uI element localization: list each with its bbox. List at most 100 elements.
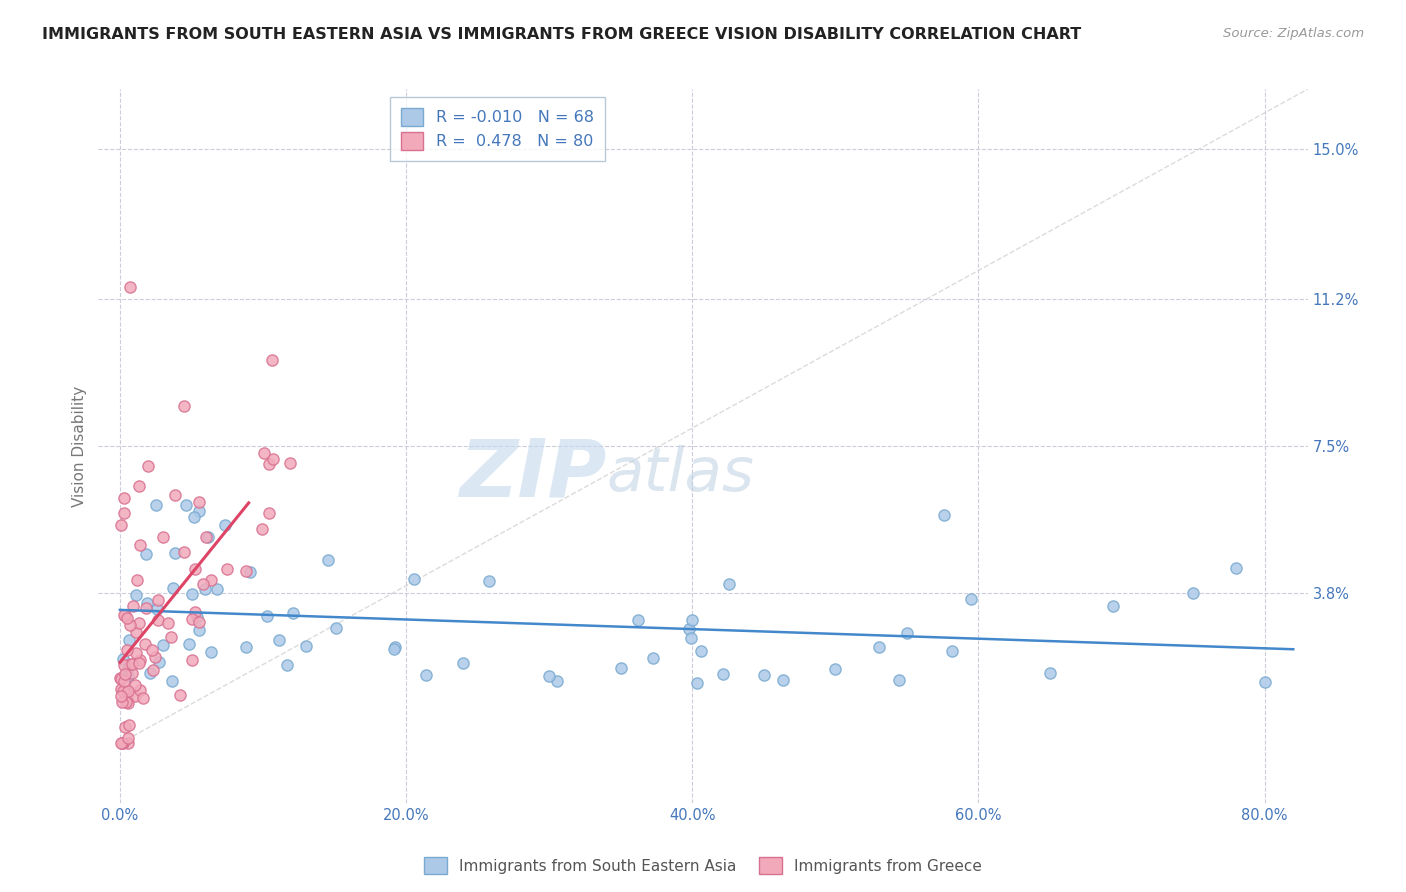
Point xyxy=(136,596,159,610)
Point xyxy=(129,653,152,667)
Point xyxy=(136,458,159,473)
Point xyxy=(609,661,631,675)
Point xyxy=(200,645,222,659)
Point xyxy=(197,530,219,544)
Point xyxy=(184,562,207,576)
Point xyxy=(711,667,734,681)
Point xyxy=(124,677,146,691)
Point xyxy=(111,684,134,698)
Point xyxy=(117,736,139,750)
Point xyxy=(118,717,141,731)
Point xyxy=(118,657,141,671)
Point xyxy=(128,615,150,630)
Point xyxy=(384,641,406,656)
Point xyxy=(717,577,740,591)
Point xyxy=(278,456,301,470)
Point xyxy=(121,657,143,672)
Point xyxy=(772,673,794,688)
Point xyxy=(173,400,195,414)
Point xyxy=(111,652,134,666)
Point xyxy=(115,695,138,709)
Point xyxy=(117,691,139,706)
Point xyxy=(1182,586,1205,600)
Point xyxy=(191,577,214,591)
Point xyxy=(689,644,711,658)
Point xyxy=(257,457,280,471)
Point xyxy=(187,615,209,630)
Point xyxy=(686,676,709,690)
Point xyxy=(163,546,186,560)
Text: IMMIGRANTS FROM SOUTH EASTERN ASIA VS IMMIGRANTS FROM GREECE VISION DISABILITY C: IMMIGRANTS FROM SOUTH EASTERN ASIA VS IM… xyxy=(42,27,1081,42)
Legend: R = -0.010   N = 68, R =  0.478   N = 80: R = -0.010 N = 68, R = 0.478 N = 80 xyxy=(389,97,605,161)
Point xyxy=(117,696,139,710)
Point xyxy=(148,613,170,627)
Point xyxy=(868,640,890,654)
Point xyxy=(295,639,318,653)
Point xyxy=(112,658,135,673)
Point xyxy=(112,607,135,622)
Point xyxy=(181,653,204,667)
Point xyxy=(478,574,501,589)
Point xyxy=(538,669,561,683)
Point xyxy=(169,688,191,702)
Point xyxy=(112,507,135,521)
Text: Source: ZipAtlas.com: Source: ZipAtlas.com xyxy=(1223,27,1364,40)
Point xyxy=(132,691,155,706)
Point xyxy=(124,689,146,703)
Point xyxy=(110,671,132,685)
Point xyxy=(260,353,283,368)
Point xyxy=(121,666,143,681)
Point xyxy=(252,522,274,536)
Point xyxy=(276,657,298,672)
Point xyxy=(118,632,141,647)
Point xyxy=(941,643,963,657)
Point xyxy=(162,581,184,595)
Point xyxy=(384,640,406,654)
Point xyxy=(139,666,162,681)
Point xyxy=(217,562,239,576)
Point xyxy=(267,632,290,647)
Point xyxy=(239,565,262,579)
Point xyxy=(752,668,775,682)
Point xyxy=(112,736,135,750)
Point xyxy=(186,610,208,624)
Point xyxy=(679,631,702,645)
Point xyxy=(129,683,152,698)
Point xyxy=(183,510,205,524)
Point xyxy=(117,731,139,746)
Point xyxy=(1101,599,1123,614)
Point xyxy=(115,642,138,657)
Point xyxy=(256,608,278,623)
Point xyxy=(1253,674,1275,689)
Point xyxy=(316,553,339,567)
Point xyxy=(118,280,141,294)
Point xyxy=(117,688,139,702)
Point xyxy=(128,478,150,492)
Point xyxy=(824,662,846,676)
Point xyxy=(187,494,209,508)
Point xyxy=(135,600,157,615)
Y-axis label: Vision Disability: Vision Disability xyxy=(72,385,87,507)
Point xyxy=(117,661,139,675)
Point xyxy=(135,547,157,561)
Point xyxy=(173,545,195,559)
Point xyxy=(257,506,280,520)
Point xyxy=(114,607,136,622)
Point xyxy=(128,656,150,670)
Point xyxy=(174,499,197,513)
Point xyxy=(235,564,257,578)
Point xyxy=(160,630,183,644)
Point xyxy=(111,736,134,750)
Point xyxy=(142,663,165,677)
Point xyxy=(160,674,183,689)
Point xyxy=(111,695,134,709)
Point xyxy=(641,650,664,665)
Point xyxy=(110,672,132,686)
Point xyxy=(112,684,135,698)
Point xyxy=(152,639,174,653)
Point xyxy=(546,673,568,688)
Point xyxy=(1225,561,1247,575)
Point xyxy=(112,491,135,505)
Point xyxy=(262,452,284,467)
Point xyxy=(194,530,217,544)
